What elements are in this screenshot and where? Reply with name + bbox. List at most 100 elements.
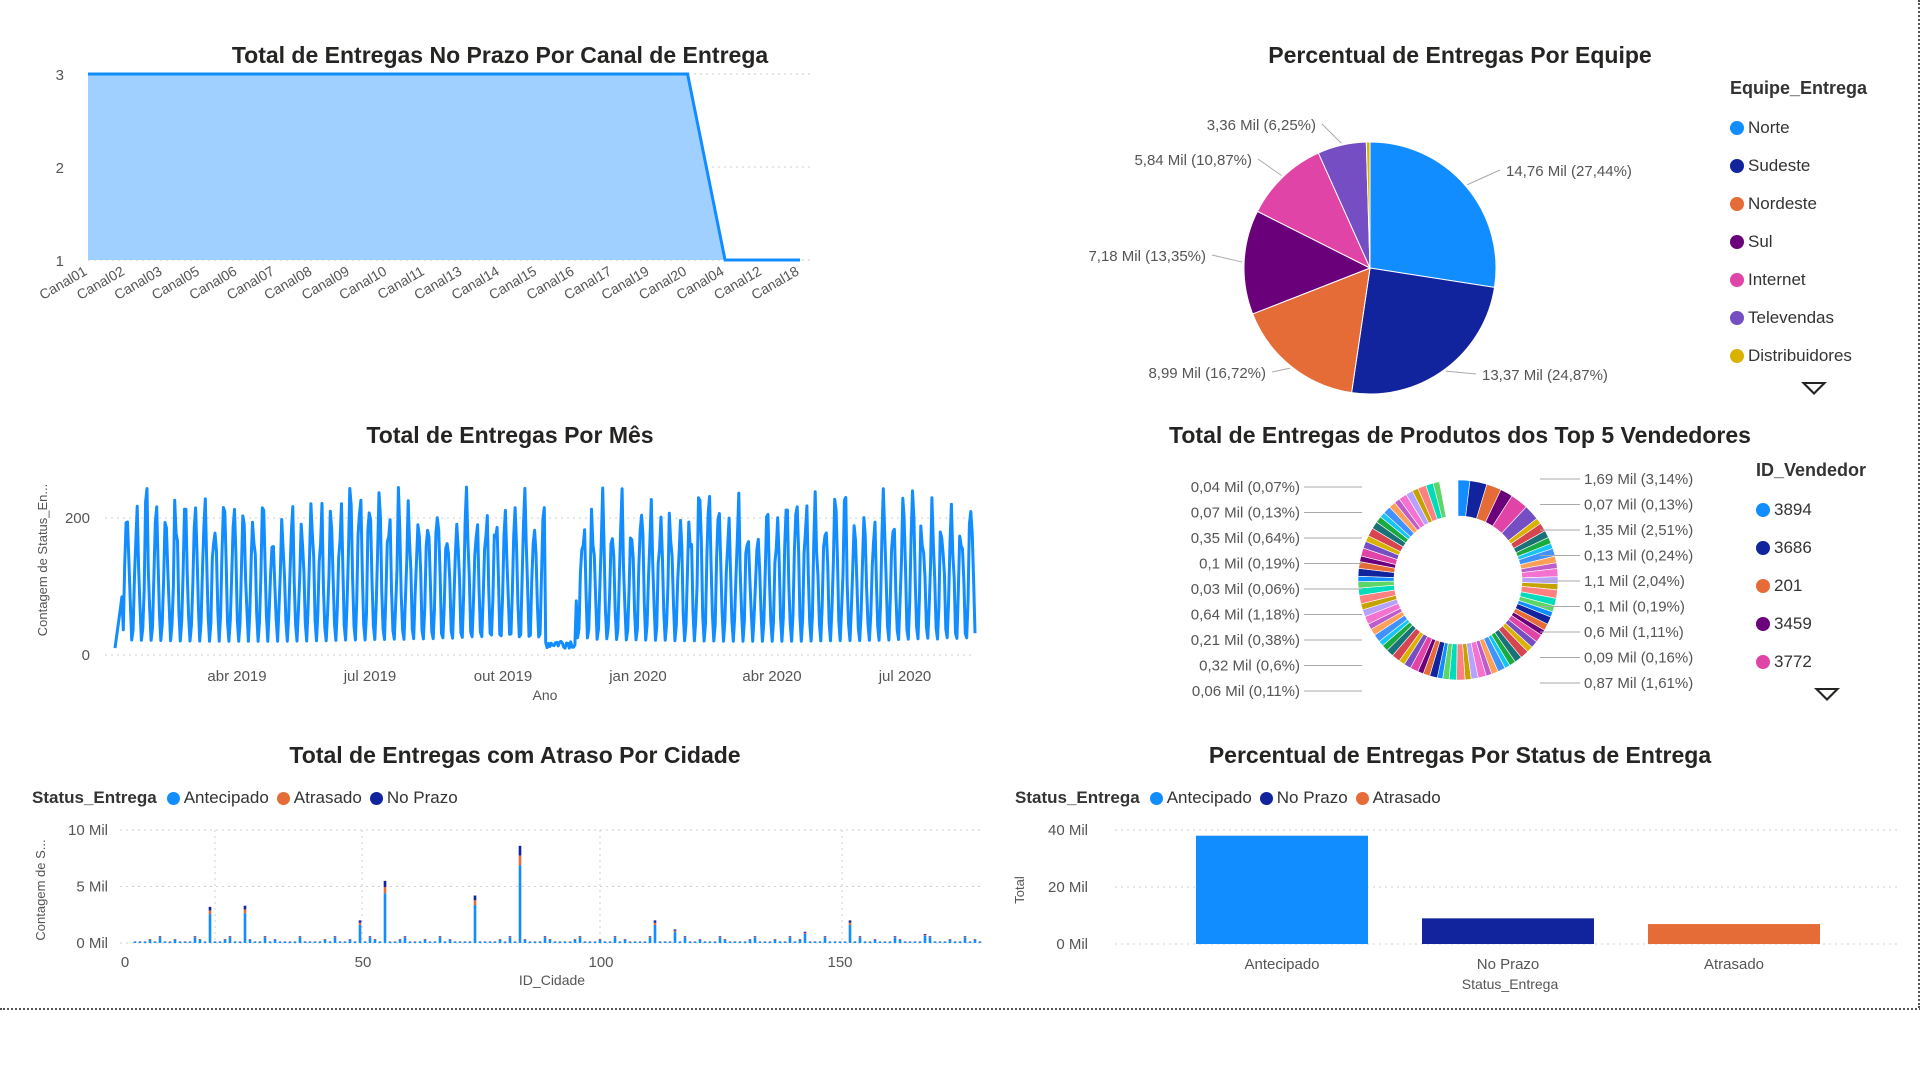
bar-antecipado <box>878 941 882 943</box>
mes-line-chart[interactable]: 0 200 abr 2019 jul 2019 out 2019 jan 2020 abr … <box>0 410 1000 710</box>
equipe-legend-item[interactable]: Sudeste <box>1730 147 1867 185</box>
donut-data-label: 0,1 Mil (0,19%) <box>1584 599 1685 616</box>
cidade-chart-title: Total de Entregas com Atraso Por Cidade <box>289 742 741 768</box>
bar-no-prazo <box>718 936 722 937</box>
legend-item[interactable]: No Prazo <box>369 788 458 808</box>
bar-antecipado <box>218 941 222 943</box>
legend-item[interactable]: Antecipado <box>1149 788 1252 808</box>
bar-antecipado <box>678 941 682 943</box>
legend-dot-icon <box>1730 235 1744 249</box>
bar-antecipado <box>273 939 277 943</box>
legend-label: Nordeste <box>1748 194 1817 213</box>
y-axis-title: Total <box>1012 876 1027 904</box>
bar-antecipado <box>698 939 702 943</box>
vendedores-chart-panel[interactable]: Total de Entregas de Produtos dos Top 5 … <box>1040 410 1920 720</box>
legend-item[interactable]: Atrasado <box>1355 788 1441 808</box>
bar-antecipado <box>383 893 387 943</box>
equipe-legend-item[interactable]: Nordeste <box>1730 185 1867 223</box>
bar-atrasado <box>893 936 897 938</box>
equipe-legend-item[interactable]: Distribuidores <box>1730 337 1867 375</box>
bar-antecipado <box>703 941 707 943</box>
legend-item[interactable]: Antecipado <box>166 788 269 808</box>
legend-label: Atrasado <box>293 788 362 807</box>
x-tick-label: No Prazo <box>1477 956 1540 973</box>
equipe-legend-item[interactable]: Televendas <box>1730 299 1867 337</box>
bar-antecipado <box>168 941 172 943</box>
bar-no-prazo <box>193 936 197 937</box>
bar-antecipado <box>758 941 762 943</box>
bar-antecipado <box>928 937 932 943</box>
bar-no-prazo <box>368 936 372 937</box>
cidade-bar-chart[interactable]: 0 Mil 5 Mil 10 Mil 0 50 100 150 ID_Cidade Contag… <box>0 730 1000 1010</box>
y-axis-title: Contagem de S... <box>33 839 48 940</box>
bar-antecipado <box>763 941 767 943</box>
legend-label: Distribuidores <box>1748 346 1852 365</box>
donut-data-label: 0,06 Mil (0,11%) <box>1192 683 1300 700</box>
equipe-pie-chart[interactable]: 14,76 Mil (27,44%) 13,37 Mil (24,87%) 8,99… <box>1040 60 1680 400</box>
pie-leader-line <box>1211 254 1243 263</box>
bar-antecipado <box>893 937 897 943</box>
vendedores-legend-item[interactable]: 3772 <box>1756 643 1866 681</box>
bar-antecipado <box>933 941 937 943</box>
legend-label: 3772 <box>1774 652 1812 671</box>
bar-antecipado <box>288 941 292 943</box>
vendedores-legend-item[interactable]: 3686 <box>1756 529 1866 567</box>
donut-data-label: 0,04 Mil (0,07%) <box>1191 479 1300 496</box>
bar-antecipado <box>258 941 262 943</box>
x-tick-label: 150 <box>827 954 852 971</box>
bar-antecipado <box>828 941 832 943</box>
legend-dot-icon <box>276 791 290 805</box>
bar-antecipado <box>823 937 827 943</box>
legend-item[interactable]: Atrasado <box>276 788 362 808</box>
donut-data-label: 0,07 Mil (0,13%) <box>1584 497 1693 514</box>
y-tick-label: 20 Mil <box>1048 879 1088 896</box>
y-tick-label: 0 <box>82 647 90 664</box>
bar-antecipado <box>918 941 922 943</box>
vendedores-legend-item[interactable]: 201 <box>1756 567 1866 605</box>
x-tick-label: Antecipado <box>1244 956 1319 973</box>
bar-antecipado <box>838 941 842 943</box>
pie-data-label: 14,76 Mil (27,44%) <box>1506 163 1632 180</box>
x-tick-label: abr 2020 <box>742 668 801 685</box>
vendedores-legend-item[interactable]: 3459 <box>1756 605 1866 643</box>
canal-chart-panel[interactable]: Total de Entregas No Prazo Por Canal de … <box>0 30 1000 380</box>
status-bar-chart[interactable]: 0 Mil 20 Mil 40 Mil Total Antecipado No Prazo… <box>1010 730 1910 1010</box>
bar-antecipado <box>533 941 537 943</box>
bar-antecipado <box>198 939 202 943</box>
legend-label: 201 <box>1774 576 1803 595</box>
pie-slice-nordeste <box>1252 267 1371 394</box>
donut-data-label: 0,87 Mil (1,61%) <box>1584 675 1693 692</box>
donut-data-label: 0,09 Mil (0,16%) <box>1584 650 1693 667</box>
status-chart-panel[interactable]: Percentual de Entregas Por Status de Ent… <box>1010 730 1910 1010</box>
vendedores-donut-chart[interactable]: 0,04 Mil (0,07%) 0,07 Mil (0,13%) 0,35 Mil… <box>1040 410 1720 720</box>
vendedores-legend-item[interactable]: 3894 <box>1756 491 1866 529</box>
bar-antecipado <box>478 941 482 943</box>
legend-dot-icon <box>1730 159 1744 173</box>
equipe-legend-item[interactable]: Internet <box>1730 261 1867 299</box>
equipe-legend-more-icon[interactable] <box>1801 382 1827 395</box>
bar-antecipado <box>368 937 372 943</box>
mes-chart-panel[interactable]: Total de Entregas Por Mês 0 200 abr 2019 ju… <box>0 410 1000 710</box>
bar-antecipado <box>943 941 947 943</box>
bar-atrasado <box>1648 924 1820 944</box>
pie-data-label: 5,84 Mil (10,87%) <box>1134 152 1252 169</box>
x-tick-label: abr 2019 <box>207 668 266 685</box>
equipe-chart-panel[interactable]: Percentual de Entregas Por Equipe 14,76 … <box>1040 30 1920 400</box>
donut-data-label: 1,35 Mil (2,51%) <box>1584 522 1693 539</box>
bar-atrasado <box>543 936 547 938</box>
bar-antecipado <box>393 941 397 943</box>
canal-area-chart[interactable]: 123Canal01Canal02Canal03Canal05Canal06Ca… <box>0 30 1000 380</box>
vendedores-legend-more-icon[interactable] <box>1814 688 1840 701</box>
legend-label: Sul <box>1748 232 1773 251</box>
bar-antecipado <box>158 937 162 943</box>
bar-atrasado <box>358 922 362 925</box>
equipe-legend-item[interactable]: Norte <box>1730 109 1867 147</box>
bar-antecipado <box>518 865 522 943</box>
equipe-legend-item[interactable]: Sul <box>1730 223 1867 261</box>
legend-dot-icon <box>1730 349 1744 363</box>
bar-antecipado <box>833 941 837 943</box>
cidade-chart-panel[interactable]: Total de Entregas com Atraso Por Cidade … <box>0 730 1000 1010</box>
legend-item[interactable]: No Prazo <box>1259 788 1348 808</box>
bar-no-prazo <box>438 936 442 937</box>
pie-data-label: 13,37 Mil (24,87%) <box>1482 367 1608 384</box>
